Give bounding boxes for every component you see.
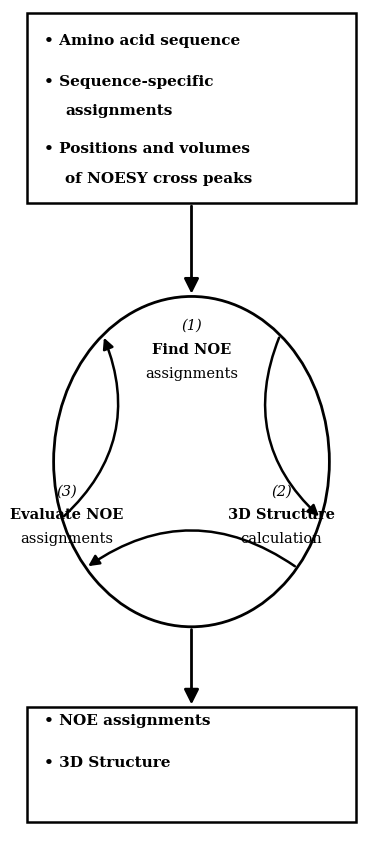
Text: Find NOE: Find NOE (152, 343, 231, 357)
Text: (2): (2) (271, 484, 292, 498)
FancyArrowPatch shape (90, 530, 295, 566)
Text: assignments: assignments (145, 368, 238, 381)
Text: • Positions and volumes: • Positions and volumes (44, 142, 250, 157)
Text: assignments: assignments (65, 104, 172, 119)
Text: • NOE assignments: • NOE assignments (44, 714, 211, 728)
Text: 3D Structure: 3D Structure (228, 508, 335, 522)
FancyArrowPatch shape (64, 340, 118, 516)
Ellipse shape (54, 296, 329, 627)
Text: • 3D Structure: • 3D Structure (44, 756, 170, 770)
Text: of NOESY cross peaks: of NOESY cross peaks (65, 172, 252, 186)
Text: calculation: calculation (241, 532, 322, 545)
Text: Evaluate NOE: Evaluate NOE (10, 508, 124, 522)
Text: • Sequence-specific: • Sequence-specific (44, 75, 214, 89)
FancyBboxPatch shape (27, 13, 356, 203)
Text: (1): (1) (181, 318, 202, 332)
Text: assignments: assignments (21, 532, 113, 545)
FancyBboxPatch shape (27, 707, 356, 822)
FancyArrowPatch shape (265, 338, 317, 514)
Text: (3): (3) (57, 484, 77, 498)
Text: • Amino acid sequence: • Amino acid sequence (44, 34, 240, 48)
